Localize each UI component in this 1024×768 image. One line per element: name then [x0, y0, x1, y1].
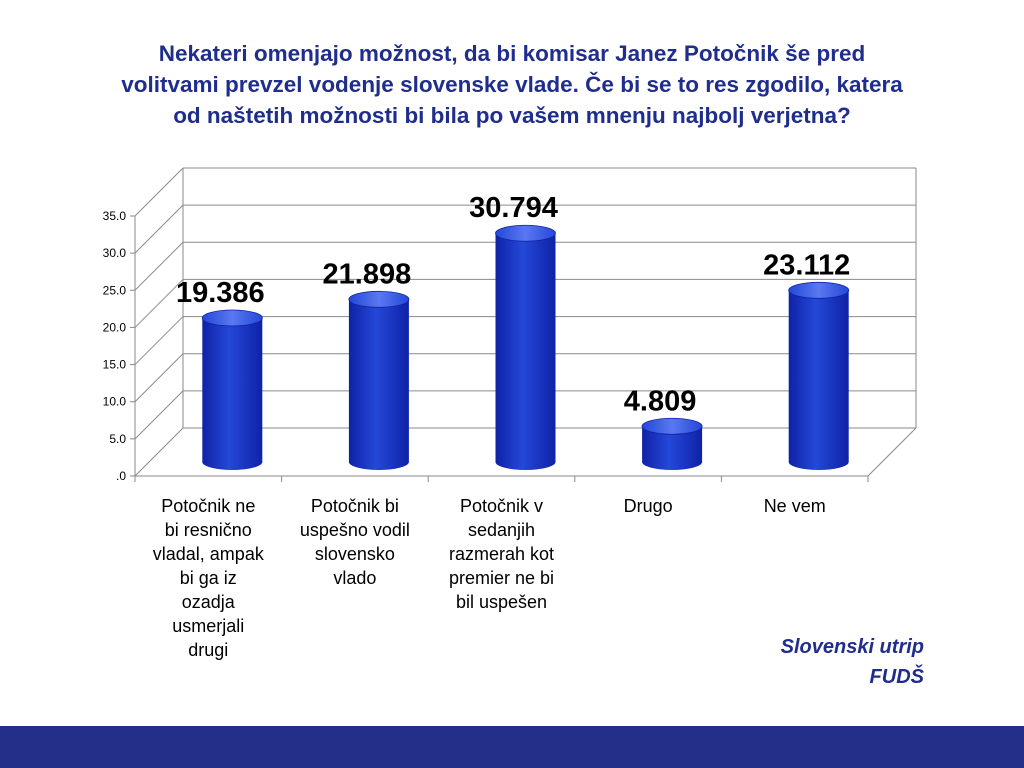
source-credit: Slovenski utrip FUDŠ [781, 632, 924, 692]
gridline-side [134, 316, 184, 365]
y-tick-label: 20.0 [103, 320, 127, 334]
slide-title-line: Nekateri omenjajo možnost, da bi komisar… [158, 41, 866, 66]
category-label-line: bil uspešen [456, 592, 547, 612]
category-label-line: usmerjali [172, 616, 244, 636]
gridline-side [134, 279, 184, 328]
category-label-line: bi ga iz [180, 568, 237, 588]
data-label: 23.112 [763, 249, 850, 281]
category-label-line: sedanjih [468, 520, 535, 540]
category-label-line: razmerah kot [449, 544, 554, 564]
category-label: Drugo [624, 496, 673, 516]
y-tick-label: 5.0 [109, 432, 126, 446]
bar-cap [495, 224, 556, 242]
category-label-line: Potočnik v [460, 496, 543, 516]
y-tick-label: 10.0 [103, 395, 127, 409]
y-tick-label: 35.0 [103, 209, 127, 223]
category-label-line: vladal, ampak [153, 544, 265, 564]
bar-cap [641, 417, 703, 435]
bar [642, 426, 703, 470]
category-label-line: bi resnično [165, 520, 252, 540]
gridline-side [134, 353, 184, 403]
y-tick-label: 30.0 [103, 246, 127, 260]
slide-title-line: volitvami prevzel vodenje slovenske vlad… [121, 72, 903, 97]
gridline-side [134, 427, 184, 477]
bar-cap [788, 281, 850, 299]
category-label-line: uspešno vodil [300, 520, 410, 540]
y-tick-label: 15.0 [103, 358, 127, 372]
bar [788, 290, 849, 470]
category-label-line: Potočnik bi [311, 496, 399, 516]
category-label-line: ozadja [182, 592, 236, 612]
gridline-side [134, 241, 184, 291]
slide-title: Nekateri omenjajo možnost, da bi komisar… [40, 38, 984, 131]
data-label: 21.898 [323, 258, 412, 290]
bar-cap [348, 290, 410, 308]
category-label: Potočnik v sedanjih razmerah kot premier ne… [449, 496, 554, 612]
data-label: 4.809 [624, 385, 697, 417]
category-label-line: vlado [333, 568, 376, 588]
y-tick-label: 25.0 [103, 283, 127, 297]
category-label: Ne vem [764, 496, 826, 516]
category-label-line: drugi [188, 640, 228, 660]
category-label: Potočnik bi uspešno vodil slovensko vlado [300, 496, 410, 588]
source-line: Slovenski utrip [780, 636, 924, 658]
bar [495, 233, 556, 470]
source-line: FUDŠ [869, 666, 924, 688]
data-label: 19.386 [176, 277, 265, 309]
category-label-line: Ne vem [764, 496, 826, 516]
category-label-line: premier ne bi [449, 568, 554, 588]
gridline-side [134, 167, 184, 217]
data-label: 30.794 [469, 192, 558, 224]
y-tick-label: .0 [116, 469, 126, 483]
slide-title-line: od naštetih možnosti bi bila po vašem mn… [173, 103, 851, 128]
bar [202, 317, 263, 470]
bar-cap [201, 309, 263, 327]
category-label-line: slovensko [315, 544, 395, 564]
gridline-side [134, 204, 184, 254]
category-label-line: Drugo [624, 496, 673, 516]
bar [348, 299, 409, 470]
footer-bar [0, 726, 1024, 768]
category-label: Potočnik ne bi resnično vladal, ampak bi ga… [153, 496, 265, 660]
gridline-side [134, 390, 184, 440]
category-label-line: Potočnik ne [161, 496, 255, 516]
